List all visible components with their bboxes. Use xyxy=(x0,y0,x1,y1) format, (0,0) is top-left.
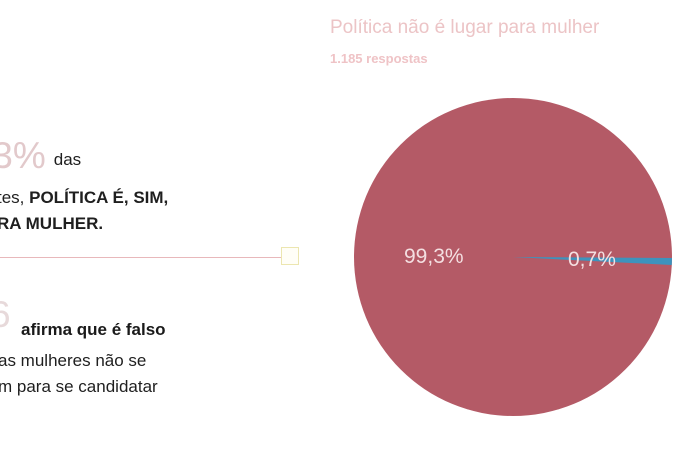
stat2-line3: m para se candidatar xyxy=(0,377,158,396)
stat1-headline: ,3% das xyxy=(0,137,81,174)
chart-subtitle: 1.185 respostas xyxy=(330,51,428,66)
stat1-line3: RA MULHER. xyxy=(0,214,104,233)
pie-label-minor: 0,7% xyxy=(568,248,616,271)
stat2-label: afirma que é falso xyxy=(21,320,166,339)
chart-title: Política não é lugar para mulher xyxy=(330,17,600,38)
stat1-line2: tes, POLÍTICA É, SIM, xyxy=(0,188,168,208)
divider-square-icon xyxy=(281,247,299,265)
pie-slice-minor xyxy=(513,257,672,265)
stat2-number: 6 xyxy=(0,294,11,335)
pie-label-main: 99,3% xyxy=(404,245,464,268)
stat2-line2: as mulheres não se xyxy=(0,351,147,370)
stat1-line2-prefix: tes, xyxy=(0,188,30,207)
stat1-number: ,3% xyxy=(0,135,46,176)
stat1-after: das xyxy=(53,150,82,169)
divider-line xyxy=(0,257,281,258)
stat1-line2-bold: POLÍTICA É, SIM, xyxy=(29,188,169,207)
